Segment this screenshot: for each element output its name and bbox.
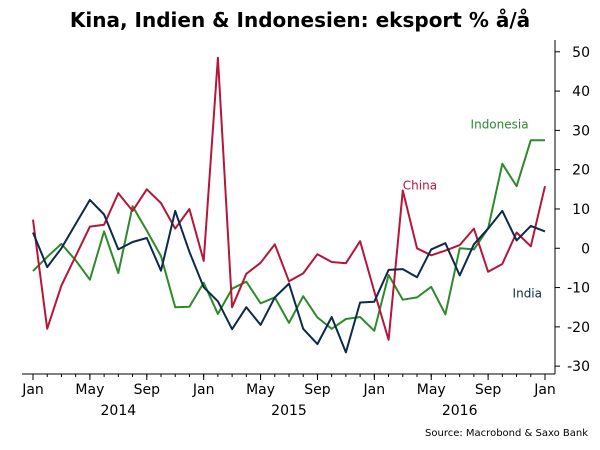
x-tick-label: Sep	[134, 382, 161, 398]
series-line-indonesia	[32, 139, 545, 332]
chart-title: Kina, Indien & Indonesien: eksport % å/å	[69, 8, 531, 32]
x-tick-label: May	[75, 382, 104, 398]
y-tick-label: -10	[567, 281, 590, 297]
y-tick-label: 50	[572, 45, 590, 61]
y-tick-label: 0	[581, 241, 590, 257]
x-tick-label: Sep	[475, 382, 502, 398]
y-tick-label: -20	[567, 320, 590, 336]
x-tick-label: Jan	[533, 382, 556, 398]
y-tick-label: 10	[572, 202, 590, 218]
series-label-china: China	[403, 178, 437, 192]
x-tick-label: May	[246, 382, 275, 398]
x-tick-label: May	[417, 382, 446, 398]
x-tick-label: Sep	[304, 382, 331, 398]
year-label: 2014	[101, 403, 137, 419]
series-line-china	[32, 56, 546, 341]
year-label: 2016	[442, 403, 478, 419]
x-tick-label: Jan	[363, 382, 386, 398]
x-tick-label: Jan	[192, 382, 215, 398]
y-tick-label: 20	[572, 163, 590, 179]
series-label-india: India	[513, 286, 542, 300]
x-tick-label: Jan	[21, 382, 44, 398]
series-label-indonesia: Indonesia	[471, 117, 529, 131]
year-label: 2015	[271, 403, 307, 419]
y-tick-label: -30	[567, 359, 590, 375]
y-tick-label: 30	[572, 123, 590, 139]
source-note: Source: Macrobond & Saxo Bank	[425, 428, 588, 439]
y-tick-label: 40	[572, 84, 590, 100]
series-line-india	[32, 198, 546, 354]
